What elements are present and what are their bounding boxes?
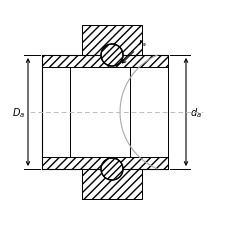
Bar (42, 56, 167, 68)
Bar (92, 156, 129, 157)
Bar (82, 169, 141, 199)
Text: r$_a$: r$_a$ (137, 37, 146, 48)
Bar (92, 68, 129, 69)
Bar (82, 169, 141, 199)
Circle shape (101, 45, 123, 67)
Bar (42, 56, 167, 68)
Bar (42, 157, 167, 169)
Bar (70, 68, 129, 157)
Bar (82, 26, 141, 56)
Bar (82, 26, 141, 56)
Bar (92, 156, 129, 157)
Circle shape (101, 158, 123, 180)
Bar (70, 68, 92, 157)
Bar (70, 68, 92, 157)
Text: D$_a$: D$_a$ (12, 106, 25, 119)
Bar (92, 68, 129, 69)
Text: d$_a$: d$_a$ (189, 106, 201, 119)
Bar (42, 157, 167, 169)
Bar (42, 68, 167, 157)
